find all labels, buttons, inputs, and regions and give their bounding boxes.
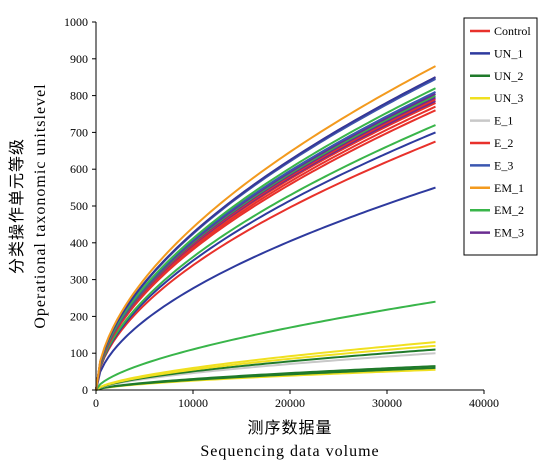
curve-un-1 — [95, 76, 436, 391]
y-tick-label: 600 — [70, 162, 88, 176]
y-tick-label: 900 — [70, 52, 88, 66]
curve-e-1 — [95, 352, 436, 391]
x-ticks: 0 10000 20000 30000 40000 — [93, 390, 499, 410]
y-tick-label: 100 — [70, 346, 88, 360]
curve-em-2 — [95, 300, 436, 391]
y-tick-label: 300 — [70, 273, 88, 287]
legend-label: Control — [494, 24, 531, 38]
plot-curves — [95, 65, 436, 391]
legend-label: UN_2 — [494, 69, 523, 83]
curve-em-2 — [95, 124, 436, 391]
legend-box — [463, 17, 538, 256]
y-ticks: 0 100 200 300 400 500 600 700 800 900 1000 — [64, 15, 96, 397]
x-axis-title-cn: 测序数据量 — [247, 419, 332, 437]
curve-un-2 — [95, 348, 436, 391]
x-tick-label: 40000 — [469, 396, 499, 410]
x-tick-label: 30000 — [372, 396, 402, 410]
curve-un-1 — [95, 186, 436, 391]
y-tick-label: 0 — [82, 383, 88, 397]
legend-label: EM_2 — [494, 203, 524, 217]
x-tick-label: 10000 — [178, 396, 208, 410]
x-axis-title-en: Sequencing data volume — [200, 443, 379, 460]
curve-un-3 — [95, 368, 436, 391]
curve-em-3 — [95, 92, 436, 391]
curve-un-3 — [95, 344, 436, 391]
axes — [95, 22, 484, 391]
x-tick-label: 20000 — [275, 396, 305, 410]
curve-em-2 — [95, 87, 436, 391]
curve-control — [95, 140, 436, 391]
y-tick-label: 400 — [70, 236, 88, 250]
legend-label: EM_1 — [494, 181, 524, 195]
legend-label: E_1 — [494, 114, 513, 128]
y-tick-label: 800 — [70, 89, 88, 103]
legend-label: EM_3 — [494, 226, 524, 240]
curve-control — [95, 109, 436, 391]
curve-un-3 — [95, 341, 436, 391]
y-axis-title-cn: 分类操作单元等级 — [8, 138, 26, 274]
y-axis-title-en: Operational taxonomic unitslevel — [32, 83, 49, 328]
legend-label: UN_3 — [494, 91, 523, 105]
y-tick-label: 500 — [70, 199, 88, 213]
legend-label: UN_1 — [494, 46, 523, 60]
legend-label: E_3 — [494, 158, 513, 172]
legend-label: E_2 — [494, 136, 513, 150]
y-tick-label: 1000 — [64, 15, 88, 29]
y-tick-label: 200 — [70, 309, 88, 323]
curve-e-3 — [95, 91, 436, 391]
x-tick-label: 0 — [93, 396, 99, 410]
legend: Control UN_1 UN_2 UN_3 E_1 E_2 E_3 EM_1 EM_2 EM_3 — [463, 17, 538, 256]
curve-em-1 — [95, 65, 436, 391]
y-tick-label: 700 — [70, 125, 88, 139]
legend-items: Control UN_1 UN_2 UN_3 E_1 E_2 E_3 EM_1 EM_2 EM_3 — [470, 24, 531, 240]
curve-un-2 — [95, 365, 436, 391]
curve-un-1 — [95, 131, 436, 391]
